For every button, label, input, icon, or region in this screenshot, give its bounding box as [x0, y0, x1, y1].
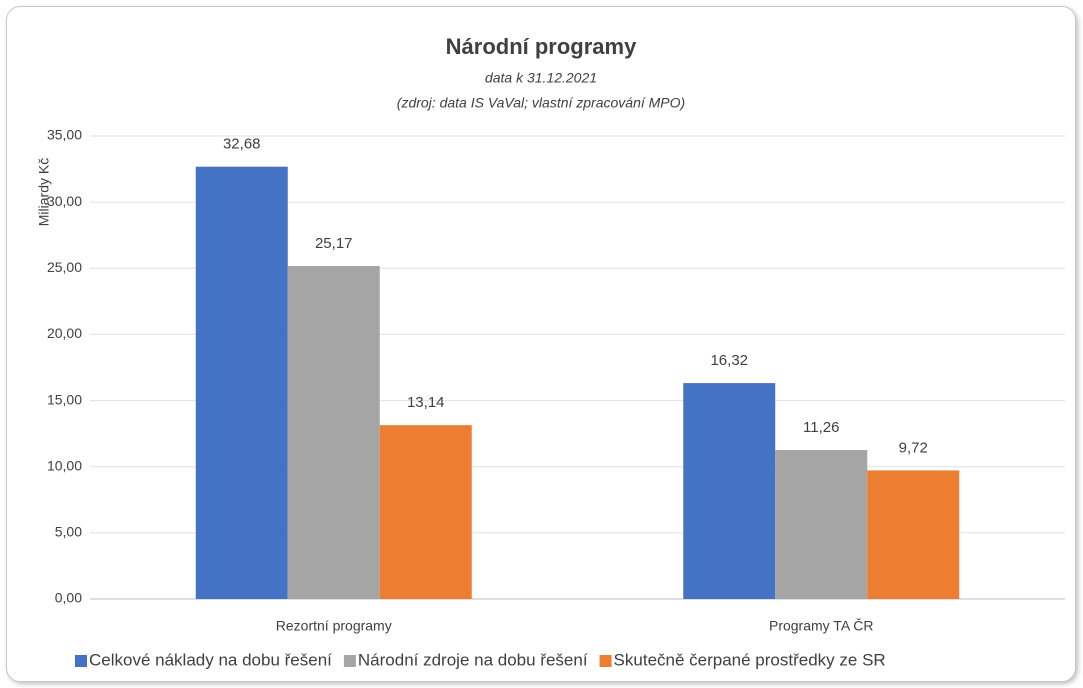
y-tick-label: 5,00 [55, 524, 82, 540]
legend-swatch [599, 655, 612, 667]
bar [683, 383, 776, 599]
data-label: 9,72 [899, 439, 928, 456]
legend-swatch [343, 655, 356, 667]
bar [287, 266, 380, 599]
bar [195, 166, 288, 599]
y-tick-label: 10,00 [47, 457, 82, 473]
x-tick-label: Rezortní programy [276, 618, 392, 634]
chart-subtitle: data k 31.12.2021 [485, 70, 597, 86]
chart-note: (zdroj: data IS VaVal; vlastní zpracován… [397, 95, 685, 111]
y-tick-label: 35,00 [47, 127, 82, 143]
y-axis-label: Miliardy Kč [36, 158, 52, 226]
legend-swatch [75, 655, 87, 667]
y-tick-label: 15,00 [47, 391, 82, 407]
x-tick-label: Programy TA ČR [769, 618, 874, 634]
data-label: 16,32 [710, 352, 748, 369]
data-label: 32,68 [223, 136, 261, 153]
bar [775, 450, 868, 599]
y-tick-label: 25,00 [47, 259, 82, 275]
y-tick-label: 30,00 [47, 193, 82, 209]
data-label: 13,14 [407, 394, 445, 411]
chart-title: Národní programy [446, 34, 637, 59]
data-label: 11,26 [803, 419, 839, 436]
bar [379, 425, 472, 599]
legend-label: Národní zdroje na dobu řešení [358, 650, 588, 669]
legend-label: Celkové náklady na dobu řešení [89, 650, 332, 669]
legend-label: Skutečně čerpané prostředky ze SR [614, 650, 886, 669]
data-label: 25,17 [315, 235, 353, 252]
y-tick-label: 0,00 [55, 590, 82, 606]
bar [867, 470, 960, 599]
y-tick-label: 20,00 [47, 325, 82, 341]
